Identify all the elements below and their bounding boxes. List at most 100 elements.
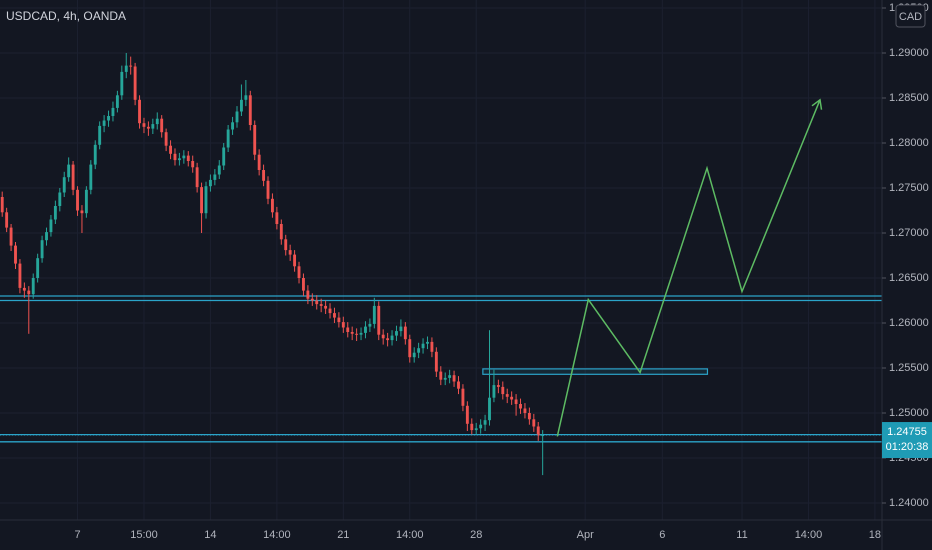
axes: 1.240001.245001.250001.255001.260001.265… — [74, 2, 932, 541]
candle-body — [315, 300, 319, 305]
candle-body — [302, 277, 305, 291]
candle-body — [226, 129, 230, 148]
candle-body — [120, 71, 124, 96]
candle-body — [421, 343, 425, 349]
candle-body — [222, 147, 226, 166]
candle-body — [319, 304, 323, 306]
candle-body — [151, 124, 155, 129]
candle-body — [9, 227, 13, 246]
x-tick-label: 11 — [736, 529, 747, 541]
candle-body — [337, 317, 341, 323]
x-tick-label: 7 — [74, 529, 80, 541]
candle-body — [381, 334, 385, 339]
candle-body — [430, 341, 434, 352]
candle-body — [350, 331, 354, 334]
x-tick-label: Apr — [577, 529, 594, 541]
candle-body — [231, 122, 235, 130]
candle-body — [5, 212, 9, 228]
candle-body — [164, 132, 168, 146]
price-tag-value: 1.24755 — [887, 426, 927, 438]
candle-body — [18, 263, 22, 288]
candle-body — [177, 158, 181, 161]
x-tick-label: 18 — [869, 529, 881, 541]
candle-body — [115, 95, 119, 108]
candle-body — [129, 65, 133, 67]
candle-body — [333, 313, 336, 318]
candle-body — [275, 212, 279, 225]
candle-body — [49, 219, 53, 233]
candle-body — [239, 99, 243, 112]
candle-body — [408, 339, 412, 358]
candle-body — [488, 397, 491, 421]
candle-body — [288, 250, 292, 255]
symbol-title: USDCAD, 4h, OANDA — [6, 9, 126, 23]
candle-body — [328, 308, 332, 314]
currency-box[interactable] — [895, 4, 926, 28]
candle-body — [262, 170, 266, 181]
candle-body — [523, 408, 527, 413]
y-tick-label: 1.24000 — [889, 497, 929, 509]
x-tick-label: 14:00 — [795, 529, 823, 541]
candle-body — [213, 174, 217, 180]
x-tick-label: 28 — [470, 529, 482, 541]
candle-body — [191, 161, 195, 168]
candle-body — [200, 187, 204, 214]
candle-body — [461, 388, 465, 406]
y-tick-label: 1.26500 — [889, 272, 929, 284]
candle-body — [253, 125, 257, 155]
candle-body — [310, 298, 314, 301]
y-tick-label: 1.29000 — [889, 47, 929, 59]
candle-body — [501, 386, 505, 395]
candle-body — [399, 326, 403, 332]
candle-body — [403, 326, 407, 340]
candle-body — [510, 396, 514, 400]
candle-body — [483, 420, 487, 425]
candle-body — [124, 65, 128, 72]
candle-body — [155, 118, 159, 125]
candle-body — [279, 224, 283, 240]
candle-body — [519, 403, 522, 409]
candle-body — [204, 186, 208, 214]
candle-body — [452, 375, 456, 382]
x-tick-label: 14 — [204, 529, 216, 541]
candle-body — [80, 210, 84, 214]
x-tick-label: 14:00 — [396, 529, 424, 541]
candle-body — [169, 145, 172, 154]
candle-body — [434, 351, 438, 372]
currency-label: CAD — [899, 11, 922, 23]
y-tick-label: 1.25500 — [889, 362, 929, 374]
candle-body — [111, 107, 115, 117]
candle-body — [284, 239, 288, 251]
y-tick-label: 1.25000 — [889, 407, 929, 419]
candle-body — [359, 332, 363, 335]
candle-body — [36, 258, 40, 278]
candle-body — [417, 348, 421, 353]
candle-body — [138, 99, 141, 124]
candle-body — [173, 153, 177, 161]
candle-body — [346, 327, 350, 332]
candle-body — [107, 116, 110, 121]
candle-body — [271, 198, 274, 213]
candle-body — [160, 118, 164, 133]
candle-body — [142, 123, 146, 127]
candle-body — [67, 164, 71, 178]
candle-body — [448, 375, 452, 378]
candle-body — [527, 412, 531, 420]
plot-area — [0, 53, 882, 476]
price-tag — [882, 422, 932, 459]
candle-body — [53, 206, 57, 220]
candle-body — [76, 189, 79, 211]
candle-body — [297, 266, 301, 278]
candle-body — [479, 424, 483, 429]
candle-body — [146, 126, 150, 129]
candle-body — [386, 338, 390, 341]
y-tick-label: 1.27500 — [889, 182, 929, 194]
x-tick-label: 6 — [659, 529, 665, 541]
candle-body — [22, 287, 26, 291]
candle-body — [27, 290, 31, 295]
candle-body — [195, 167, 199, 188]
candle-body — [505, 394, 509, 397]
